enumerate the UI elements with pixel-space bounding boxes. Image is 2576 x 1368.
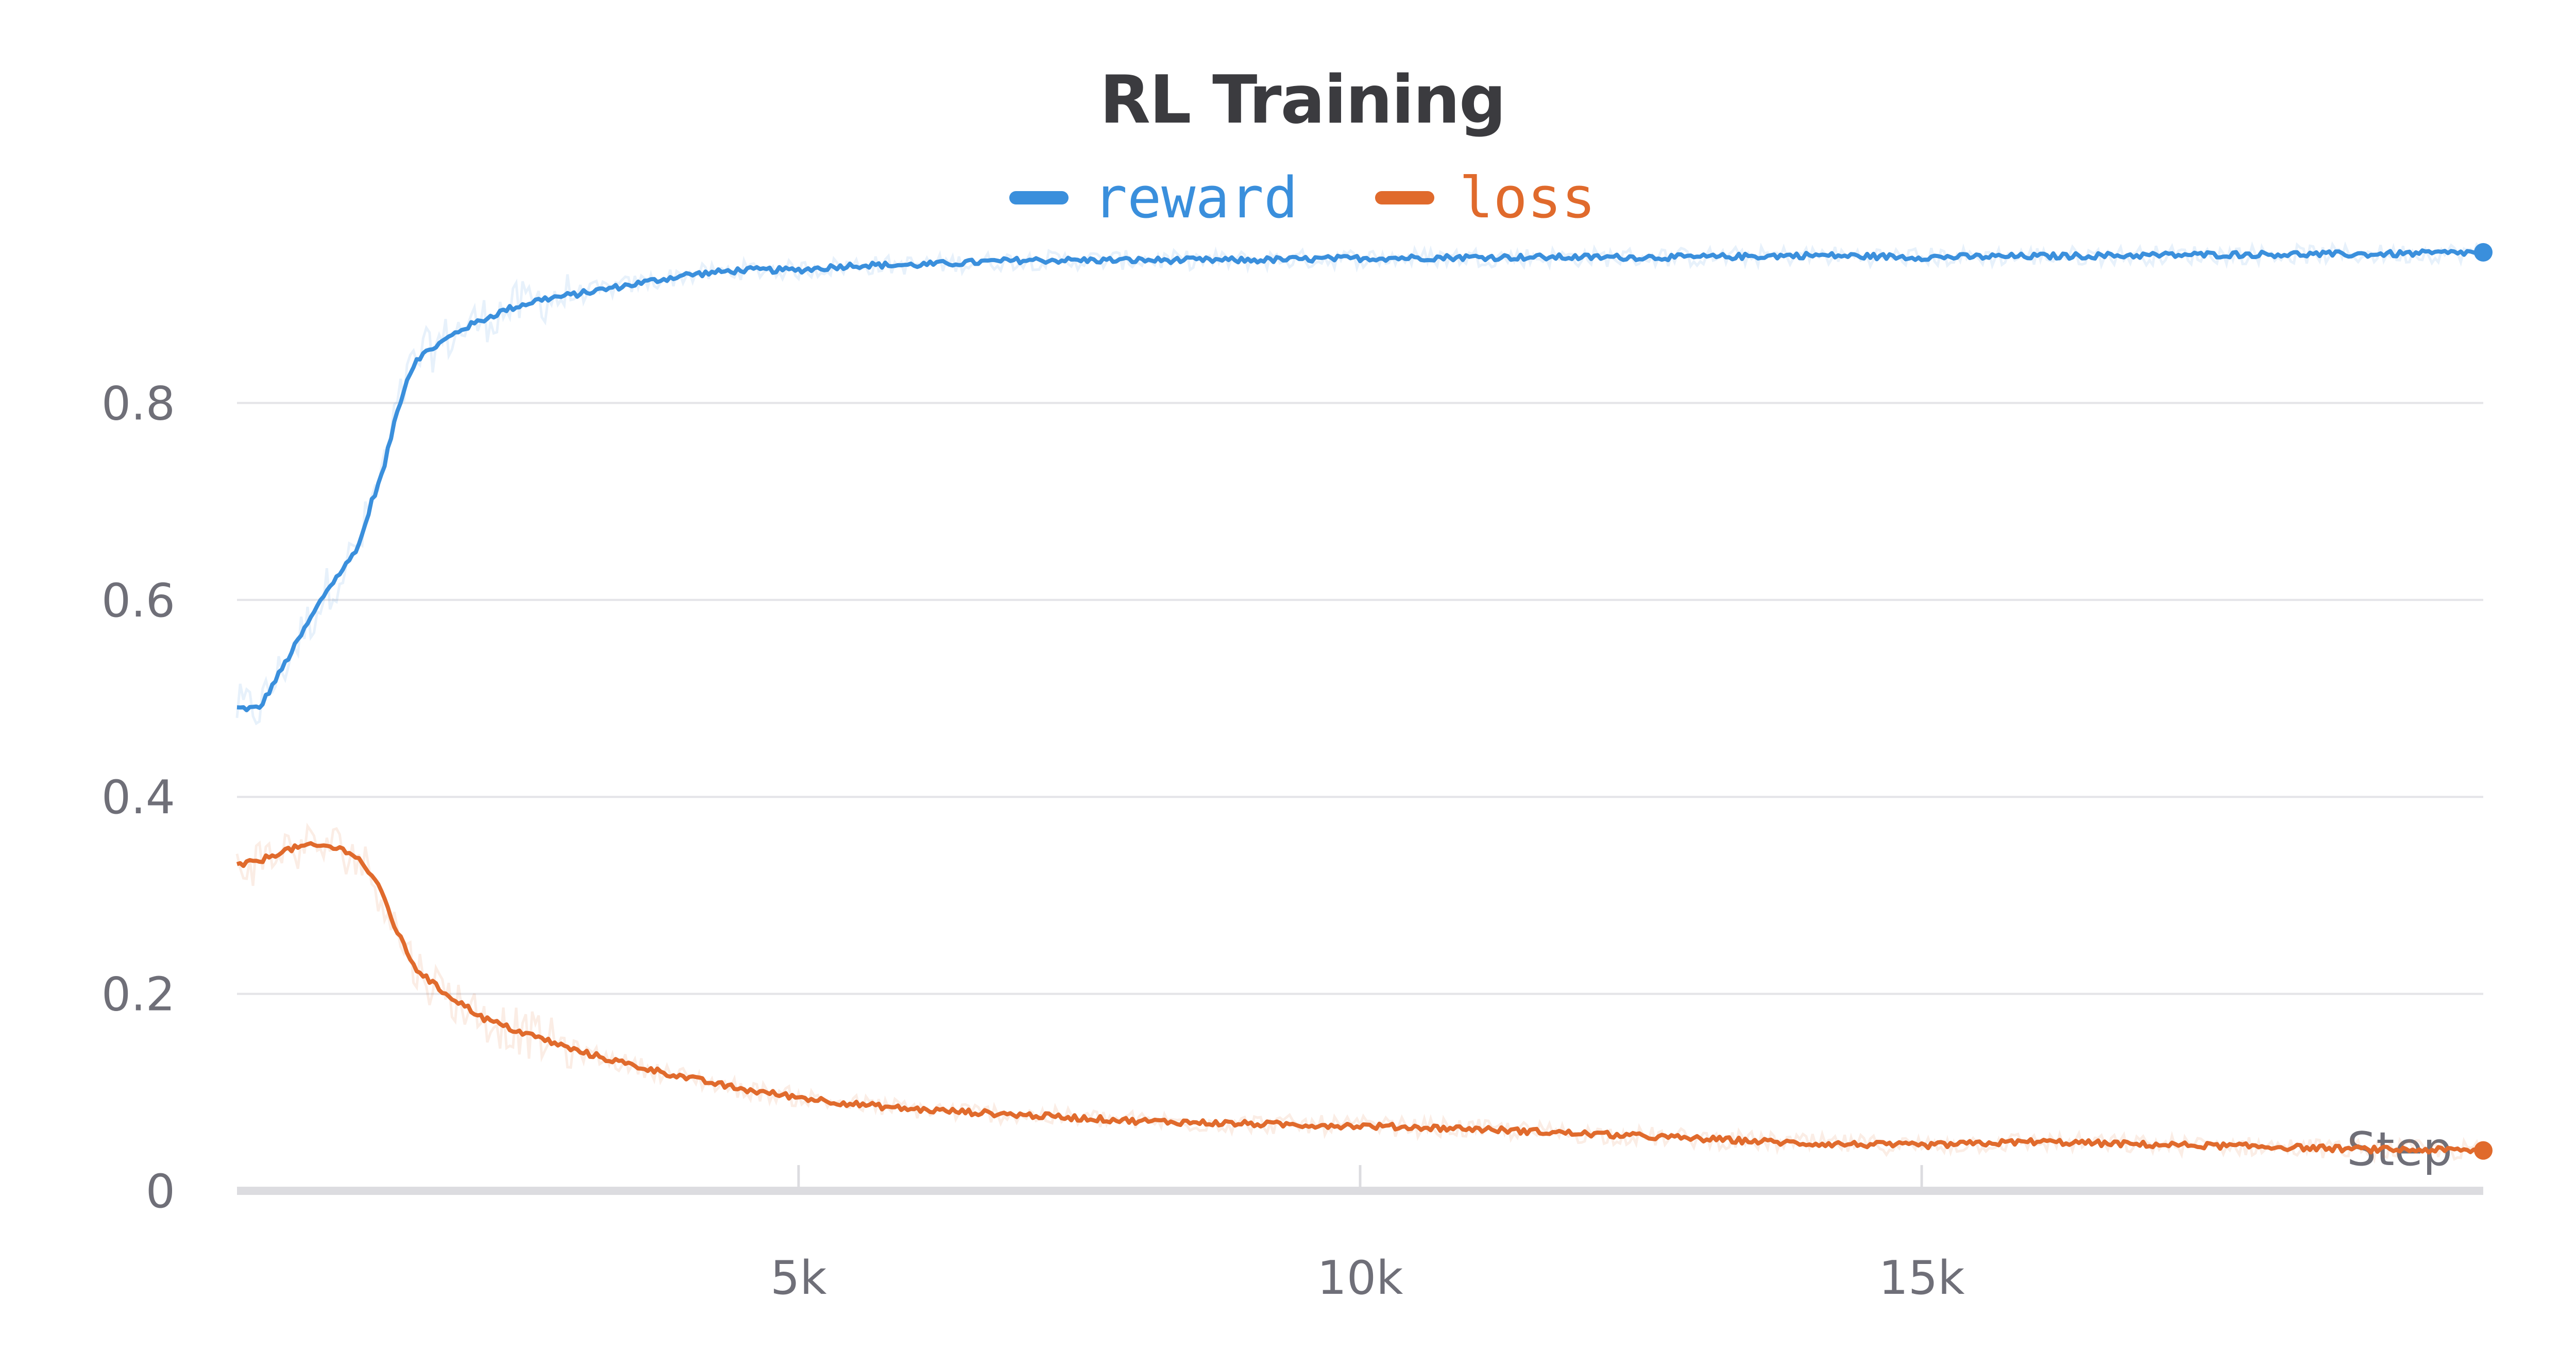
series-line-loss	[236, 841, 2484, 1155]
legend-label-loss: loss	[1459, 165, 1596, 231]
y-tick-label-4: 0.8	[101, 377, 175, 431]
y-tick-label-2: 0.4	[101, 771, 175, 825]
legend-swatch-loss	[1375, 191, 1435, 204]
y-tick-label-0: 0	[146, 1165, 175, 1219]
series-endpoint-loss	[2474, 1141, 2493, 1160]
chart-title: RL Training	[1099, 62, 1506, 139]
x-tick-label-0: 5k	[770, 1251, 826, 1305]
y-tick-label-1: 0.2	[101, 968, 175, 1022]
series-endpoint-reward	[2474, 243, 2493, 262]
series-raw-loss	[235, 823, 2484, 1164]
series-raw-reward	[235, 241, 2485, 726]
x-tick-label-2: 15k	[1879, 1251, 1965, 1305]
x-tick-label-1: 10k	[1317, 1251, 1403, 1305]
legend: reward loss	[0, 165, 2576, 231]
y-tick-label-3: 0.6	[101, 574, 175, 628]
legend-item-reward[interactable]: reward	[1009, 165, 1298, 231]
legend-label-reward: reward	[1093, 165, 1298, 231]
legend-item-loss[interactable]: loss	[1375, 165, 1596, 231]
series-line-reward	[236, 248, 2484, 712]
legend-swatch-reward	[1009, 191, 1069, 204]
